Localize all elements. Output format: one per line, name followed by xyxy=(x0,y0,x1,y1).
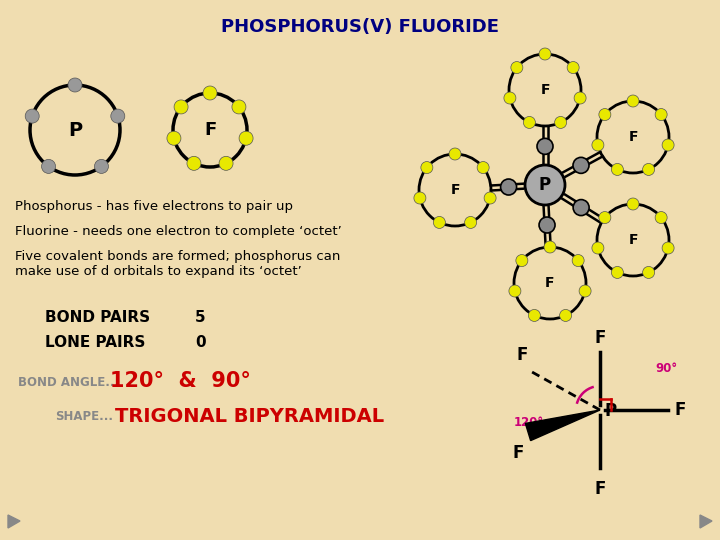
Circle shape xyxy=(627,198,639,210)
Text: TRIGONAL BIPYRAMIDAL: TRIGONAL BIPYRAMIDAL xyxy=(115,407,384,426)
Circle shape xyxy=(421,161,433,173)
Circle shape xyxy=(655,109,667,120)
Text: F: F xyxy=(629,233,638,247)
Circle shape xyxy=(643,266,654,279)
Circle shape xyxy=(414,192,426,204)
Circle shape xyxy=(509,285,521,297)
Circle shape xyxy=(599,212,611,224)
Circle shape xyxy=(500,179,516,195)
Text: P: P xyxy=(539,176,551,194)
Circle shape xyxy=(111,109,125,123)
Text: Five covalent bonds are formed; phosphorus can
make use of d orbitals to expand : Five covalent bonds are formed; phosphor… xyxy=(15,250,341,278)
Circle shape xyxy=(554,117,567,129)
Circle shape xyxy=(187,157,201,170)
Text: Fluorine - needs one electron to complete ‘octet’: Fluorine - needs one electron to complet… xyxy=(15,225,342,238)
Circle shape xyxy=(592,242,604,254)
Circle shape xyxy=(662,242,674,254)
Circle shape xyxy=(574,92,586,104)
Polygon shape xyxy=(700,515,712,528)
Circle shape xyxy=(525,165,565,205)
Circle shape xyxy=(573,200,589,215)
Text: SHAPE...: SHAPE... xyxy=(55,410,113,423)
Circle shape xyxy=(611,266,624,279)
Circle shape xyxy=(539,48,551,60)
Text: Phosphorus - has five electrons to pair up: Phosphorus - has five electrons to pair … xyxy=(15,200,293,213)
Circle shape xyxy=(94,159,109,173)
Text: PHOSPHORUS(V) FLUORIDE: PHOSPHORUS(V) FLUORIDE xyxy=(221,18,499,36)
Text: 90°: 90° xyxy=(655,361,677,375)
Circle shape xyxy=(611,164,624,176)
Circle shape xyxy=(643,164,654,176)
Circle shape xyxy=(464,217,477,228)
Circle shape xyxy=(572,254,584,267)
Text: F: F xyxy=(450,183,460,197)
Circle shape xyxy=(232,100,246,114)
Circle shape xyxy=(537,138,553,154)
Text: 120°: 120° xyxy=(514,415,544,429)
Text: LONE PAIRS: LONE PAIRS xyxy=(45,335,145,350)
Text: F: F xyxy=(674,401,685,419)
Circle shape xyxy=(68,78,82,92)
Circle shape xyxy=(592,139,604,151)
Circle shape xyxy=(655,212,667,224)
Circle shape xyxy=(167,131,181,145)
Text: 120°  &  90°: 120° & 90° xyxy=(110,371,251,391)
Text: BOND ANGLE...: BOND ANGLE... xyxy=(18,376,119,389)
Circle shape xyxy=(573,157,589,173)
Circle shape xyxy=(484,192,496,204)
Circle shape xyxy=(627,95,639,107)
Circle shape xyxy=(559,309,572,321)
Circle shape xyxy=(219,157,233,170)
Text: P: P xyxy=(68,120,82,139)
Text: F: F xyxy=(594,480,606,498)
Text: 0: 0 xyxy=(195,335,206,350)
Circle shape xyxy=(599,109,611,120)
Circle shape xyxy=(433,217,446,228)
Text: F: F xyxy=(204,121,216,139)
Text: F: F xyxy=(516,346,528,364)
Circle shape xyxy=(579,285,591,297)
Circle shape xyxy=(239,131,253,145)
Text: P: P xyxy=(604,402,616,420)
Text: BOND PAIRS: BOND PAIRS xyxy=(45,310,150,325)
Circle shape xyxy=(528,309,541,321)
Circle shape xyxy=(477,161,489,173)
Circle shape xyxy=(516,254,528,267)
Text: F: F xyxy=(594,329,606,347)
Circle shape xyxy=(42,159,55,173)
Text: F: F xyxy=(540,83,550,97)
Circle shape xyxy=(203,86,217,100)
Polygon shape xyxy=(526,410,600,441)
Text: F: F xyxy=(629,130,638,144)
Polygon shape xyxy=(8,515,20,528)
Circle shape xyxy=(567,62,579,73)
Text: F: F xyxy=(545,276,554,290)
Circle shape xyxy=(511,62,523,73)
Text: F: F xyxy=(513,444,523,462)
Circle shape xyxy=(25,109,39,123)
Circle shape xyxy=(504,92,516,104)
Circle shape xyxy=(662,139,674,151)
Circle shape xyxy=(544,241,556,253)
Circle shape xyxy=(449,148,461,160)
Circle shape xyxy=(539,217,555,233)
Circle shape xyxy=(523,117,536,129)
Text: 5: 5 xyxy=(195,310,206,325)
Circle shape xyxy=(174,100,188,114)
